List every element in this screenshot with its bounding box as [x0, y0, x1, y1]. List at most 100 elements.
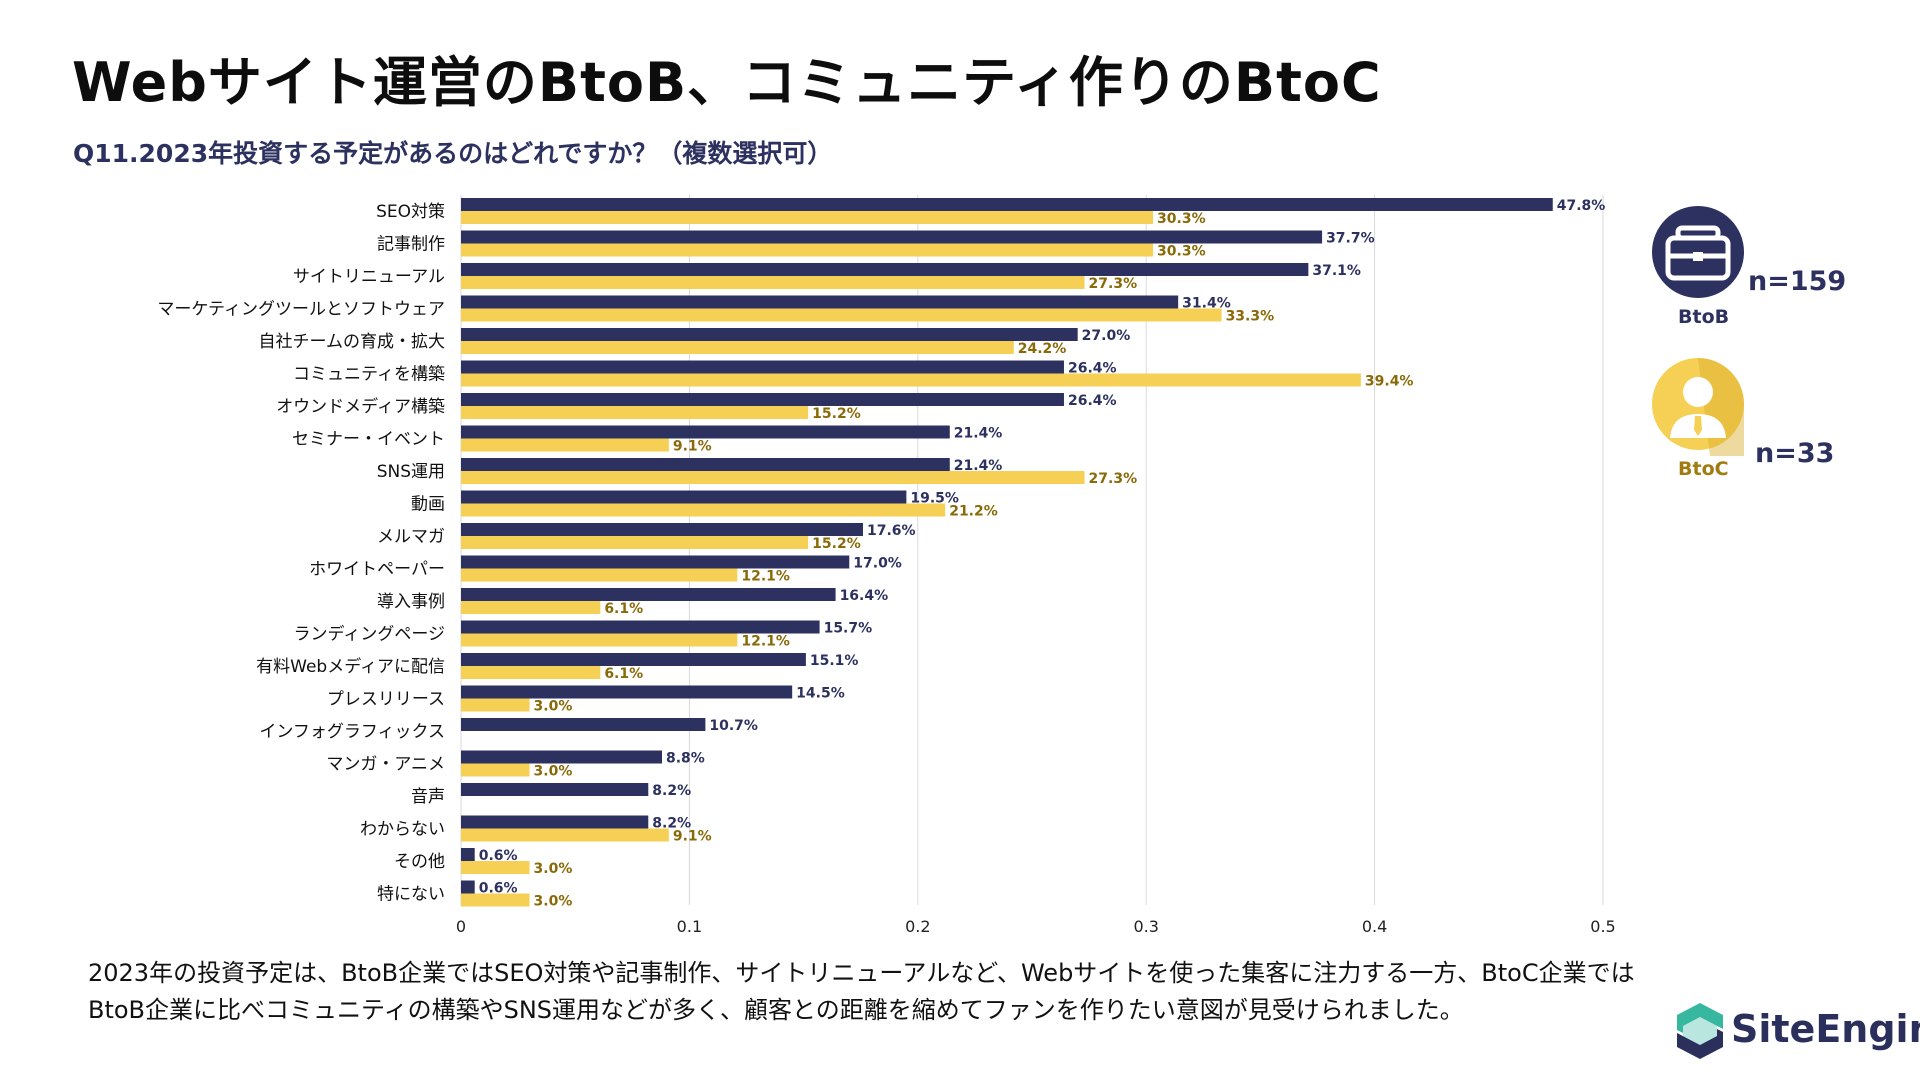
legend-btob: BtoB n=159	[1650, 204, 1846, 334]
bar-btoc	[461, 601, 601, 614]
bar-btoc	[461, 211, 1154, 224]
data-label-btob: 14.5%	[796, 686, 845, 702]
bar-btoc	[461, 763, 530, 777]
bar-btoc	[461, 243, 1154, 257]
legend-btoc-label: BtoC	[1678, 458, 1729, 480]
bar-btoc	[461, 308, 1222, 322]
data-label-btob: 21.4%	[954, 426, 1003, 442]
category-label: ホワイトペーパー	[309, 560, 445, 580]
data-label-btob: 27.0%	[1082, 328, 1131, 344]
x-tick-label: 0	[456, 917, 466, 936]
category-label: わからない	[360, 820, 445, 840]
category-label: その他	[394, 852, 445, 872]
category-label: SEO対策	[376, 202, 445, 222]
bar-btob	[461, 588, 836, 601]
bar-btoc	[461, 503, 946, 517]
data-label-btob: 31.4%	[1182, 296, 1231, 312]
data-label-btob: 8.8%	[666, 751, 705, 767]
data-label-btob: 19.5%	[910, 491, 959, 507]
data-label-btob: 10.7%	[709, 718, 758, 734]
category-label: 動画	[411, 495, 445, 515]
bar-btoc	[461, 341, 1014, 354]
data-label-btoc: 27.3%	[1089, 471, 1138, 487]
bar-btoc	[461, 536, 809, 549]
bar-btoc	[461, 373, 1361, 387]
data-label-btoc: 12.1%	[741, 634, 790, 650]
bar-btob	[461, 815, 649, 829]
category-label: 音声	[411, 787, 445, 807]
data-label-btoc: 9.1%	[673, 439, 712, 455]
data-label-btob: 0.6%	[479, 848, 518, 864]
data-label-btob: 37.1%	[1312, 263, 1361, 279]
category-label: SNS運用	[377, 462, 445, 482]
bar-btob	[461, 393, 1064, 406]
x-tick-label: 0.5	[1590, 917, 1615, 936]
category-label: プレスリリース	[327, 690, 445, 710]
bar-btoc	[461, 861, 530, 874]
category-label: 有料Webメディアに配信	[256, 656, 445, 677]
legend-btob-label: BtoB	[1678, 306, 1730, 328]
legend-btob-count: n=159	[1748, 266, 1847, 297]
bar-btoc	[461, 471, 1085, 484]
bar-btob	[461, 198, 1553, 211]
data-label-btoc: 3.0%	[534, 861, 573, 877]
category-label: 導入事例	[377, 592, 445, 612]
bar-btoc	[461, 568, 738, 582]
legend-btoc-count: n=33	[1755, 438, 1835, 469]
x-tick-label: 0.4	[1362, 917, 1387, 936]
data-label-btob: 15.1%	[810, 653, 859, 669]
x-tick-label: 0.2	[905, 917, 930, 936]
data-label-btoc: 3.0%	[534, 764, 573, 780]
data-label-btoc: 6.1%	[604, 601, 643, 617]
x-tick-label: 0.1	[677, 917, 702, 936]
bar-btoc	[461, 438, 669, 452]
data-label-btob: 0.6%	[479, 881, 518, 897]
category-label: マンガ・アニメ	[326, 755, 445, 775]
category-label: ランディングページ	[294, 624, 445, 645]
bar-btob	[461, 263, 1309, 276]
data-label-btob: 15.7%	[824, 621, 873, 637]
data-label-btob: 26.4%	[1068, 361, 1117, 377]
data-label-btob: 21.4%	[954, 458, 1003, 474]
data-label-btoc: 30.3%	[1157, 211, 1206, 227]
data-label-btoc: 21.2%	[949, 504, 998, 520]
data-label-btoc: 9.1%	[673, 829, 712, 845]
data-label-btoc: 33.3%	[1226, 309, 1275, 325]
bar-chart: SEO対策記事制作サイトリニューアルマーケティングツールとソフトウェア自社チーム…	[157, 195, 1616, 936]
question-subtitle: Q11.2023年投資する予定があるのはどれですか？（複数選択可）	[73, 139, 833, 168]
data-label-btob: 16.4%	[840, 588, 889, 604]
category-label: 記事制作	[377, 235, 445, 255]
bar-btob	[461, 620, 820, 634]
person-icon	[1652, 358, 1744, 456]
bar-btoc	[461, 893, 530, 907]
data-label-btob: 37.7%	[1326, 231, 1375, 247]
bar-btob	[461, 848, 475, 861]
category-label: コミュニティを構築	[293, 365, 445, 385]
bar-btob	[461, 360, 1064, 374]
x-axis-ticks: 0 0.1 0.2 0.3 0.4 0.5	[456, 917, 1616, 936]
bar-btob	[461, 523, 863, 536]
briefcase-icon	[1652, 206, 1744, 298]
category-labels: SEO対策記事制作サイトリニューアルマーケティングツールとソフトウェア自社チーム…	[157, 202, 445, 905]
data-label-btoc: 39.4%	[1365, 374, 1414, 390]
category-label: マーケティングツールとソフトウェア	[157, 300, 445, 320]
bar-btoc	[461, 633, 738, 647]
siteengine-logo-icon	[1677, 1003, 1723, 1059]
x-tick-label: 0.3	[1133, 917, 1158, 936]
brand-logo: SiteEngine	[1673, 999, 1920, 1063]
bar-btob	[461, 685, 793, 699]
data-label-btoc: 12.1%	[741, 569, 790, 585]
category-label: インフォグラフィックス	[259, 722, 445, 742]
bar-btoc	[461, 276, 1085, 289]
summary-caption: 2023年の投資予定は、BtoB企業ではSEO対策や記事制作、サイトリニューアル…	[88, 959, 1635, 1024]
bar-btob	[461, 458, 950, 471]
category-label: サイトリニューアル	[293, 267, 445, 287]
bar-btoc	[461, 698, 530, 712]
category-label: 自社チームの育成・拡大	[259, 332, 446, 352]
data-label-btoc: 27.3%	[1089, 276, 1138, 292]
bar-btob	[461, 653, 806, 666]
bar-btob	[461, 555, 850, 569]
data-label-btob: 17.6%	[867, 523, 916, 539]
bar-btoc	[461, 828, 669, 842]
data-label-btob: 26.4%	[1068, 393, 1117, 409]
